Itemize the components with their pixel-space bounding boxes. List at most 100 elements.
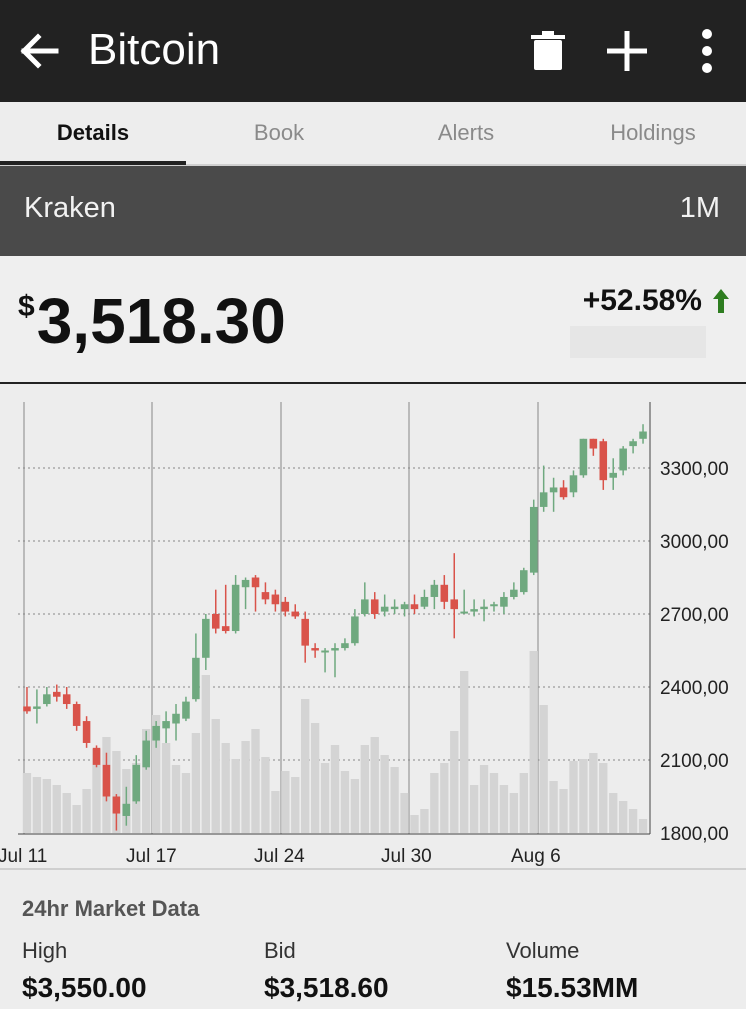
candle-body	[579, 438, 588, 476]
y-tick-label: 2700,00	[660, 605, 729, 626]
candle-body	[281, 601, 290, 612]
candle-body	[82, 721, 91, 743]
candle-body	[291, 611, 300, 617]
candle-body	[539, 492, 548, 507]
candle-body	[92, 747, 101, 765]
volume-bar	[22, 773, 32, 833]
candle-body	[152, 725, 160, 741]
market-data-panel: 24hr Market Data High $3,550.00 Bid $3,5…	[0, 870, 746, 1009]
tab-book[interactable]: Book	[253, 120, 305, 145]
candle-body	[112, 796, 121, 814]
volume-bar	[410, 815, 419, 833]
volume-bar	[151, 715, 161, 833]
candle-body	[569, 475, 578, 493]
candle-body	[390, 606, 399, 610]
candle-body	[361, 599, 369, 614]
exchange-bar[interactable]: Kraken 1M	[0, 166, 746, 256]
y-tick-label: 2400,00	[660, 678, 729, 699]
volume-bar	[380, 755, 389, 833]
volume-bar	[549, 781, 558, 833]
tab-details[interactable]: Details	[0, 102, 186, 165]
volume-bar	[519, 773, 528, 833]
volume-bar	[161, 743, 171, 833]
y-tick-label: 1800,00	[660, 824, 729, 845]
volume-bar	[142, 729, 151, 833]
candle-body	[271, 594, 280, 605]
volume-bar	[420, 809, 429, 833]
x-tick-label: Aug 6	[511, 846, 561, 867]
volume-bar	[52, 785, 61, 833]
price-chart[interactable]: 3300,00 3000,00 2700,00 2400,00 2100,00 1800,…	[0, 384, 746, 870]
volume-bar	[340, 771, 350, 833]
volume-bar	[32, 777, 42, 833]
candle-body	[559, 487, 568, 498]
volume-bar	[350, 779, 360, 833]
candle-body	[639, 431, 647, 439]
candle-body	[132, 764, 141, 802]
tab-bar: Details Book Alerts Holdings	[0, 102, 746, 166]
volume-bar	[271, 791, 280, 833]
candle-body	[450, 599, 459, 610]
arrow-up-icon	[713, 289, 729, 313]
x-tick-label: Jul 11	[0, 846, 47, 867]
candle-body	[182, 701, 190, 719]
time-range[interactable]: 1M	[679, 192, 720, 224]
volume-bar	[42, 779, 52, 833]
candle-body	[341, 643, 349, 649]
candle-body	[549, 487, 558, 493]
candle-body	[251, 577, 260, 588]
high-value: $3,550.00	[22, 972, 147, 1003]
more-vert-icon[interactable]	[694, 28, 720, 74]
candle-body	[400, 604, 409, 610]
volume-bar	[221, 743, 230, 833]
candle-body	[231, 584, 240, 632]
candle-body	[430, 584, 439, 597]
candle-body	[62, 694, 71, 705]
plus-icon[interactable]	[604, 28, 650, 74]
volume-bar	[251, 729, 260, 833]
tab-holdings[interactable]: Holdings	[610, 120, 696, 145]
volume-bar	[62, 793, 71, 833]
bid-value: $3,518.60	[264, 972, 389, 1003]
candle-body	[609, 472, 617, 478]
volume-bar	[310, 723, 320, 833]
candle-body	[380, 606, 389, 612]
volume-bar	[569, 761, 578, 833]
volume-bar	[529, 651, 538, 833]
candle-body	[529, 506, 538, 573]
volume-bar	[430, 773, 439, 833]
candle-body	[102, 764, 111, 797]
candle-body	[172, 713, 180, 724]
trash-icon[interactable]	[528, 30, 568, 72]
volume-bar	[579, 759, 588, 833]
volume-bar	[82, 789, 91, 833]
candle-body	[241, 579, 250, 588]
x-tick-label: Jul 30	[381, 846, 432, 867]
candlestick-chart[interactable]: 3300,00 3000,00 2700,00 2400,00 2100,00 1800,…	[0, 384, 746, 868]
volume-bar	[479, 765, 489, 833]
candle-body	[420, 596, 429, 607]
volume-bar	[241, 741, 250, 833]
market-volume: Volume $15.53MM	[506, 938, 638, 1004]
candle-body	[43, 694, 51, 705]
volume-bar	[469, 785, 479, 833]
exchange-name[interactable]: Kraken	[24, 192, 116, 224]
currency-symbol: $	[18, 290, 35, 323]
price-change: +52.58%	[582, 284, 702, 317]
volume-bar	[460, 671, 469, 833]
candle-body	[331, 648, 339, 651]
volume-bar	[301, 699, 310, 833]
volume-bar	[330, 745, 340, 833]
back-arrow-icon[interactable]	[16, 28, 62, 74]
market-data-title: 24hr Market Data	[22, 896, 200, 921]
volume-bar	[211, 719, 220, 833]
volume-bar	[509, 793, 519, 833]
volume-bar	[201, 675, 210, 833]
candle-body	[162, 721, 170, 729]
page-title: Bitcoin	[88, 25, 221, 74]
volume-bar	[440, 763, 449, 833]
volume-bar	[370, 737, 379, 833]
candle-body	[261, 592, 270, 600]
tab-alerts[interactable]: Alerts	[437, 120, 495, 145]
candle-body	[629, 441, 637, 447]
